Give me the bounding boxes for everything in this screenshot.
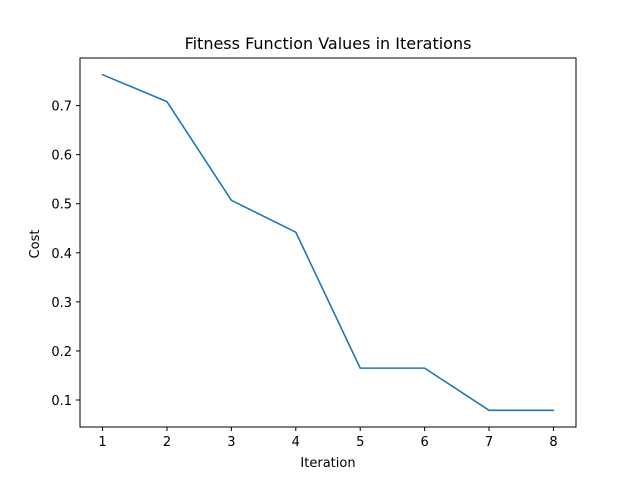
y-axis-ticks: 0.1 0.2 0.3 0.4 0.5 0.6 0.7: [51, 100, 80, 409]
x-tick-label: 3: [227, 435, 235, 450]
x-tick-label: 7: [485, 435, 493, 450]
y-tick-label: 0.6: [51, 149, 72, 164]
x-tick-label: 8: [549, 435, 557, 450]
x-tick-label: 1: [98, 435, 106, 450]
y-tick-label: 0.5: [51, 198, 72, 213]
x-axis-ticks: 1 2 3 4 5 6 7 8: [98, 427, 558, 450]
y-tick-label: 0.1: [51, 394, 72, 409]
y-tick-label: 0.4: [51, 247, 72, 262]
y-axis-label: Cost: [28, 230, 43, 259]
x-tick-label: 6: [420, 435, 428, 450]
y-tick-label: 0.2: [51, 345, 72, 360]
x-tick-label: 4: [292, 435, 300, 450]
x-tick-label: 5: [356, 435, 364, 450]
y-tick-label: 0.7: [51, 100, 72, 115]
series-layer: [101, 73, 555, 412]
x-tick-label: 2: [163, 435, 171, 450]
chart-title: Fitness Function Values in Iterations: [185, 34, 472, 53]
y-tick-label: 0.3: [51, 296, 72, 311]
plot-frame: [79, 57, 577, 428]
x-axis-label: Iteration: [300, 456, 355, 471]
series-line: [101, 73, 555, 412]
